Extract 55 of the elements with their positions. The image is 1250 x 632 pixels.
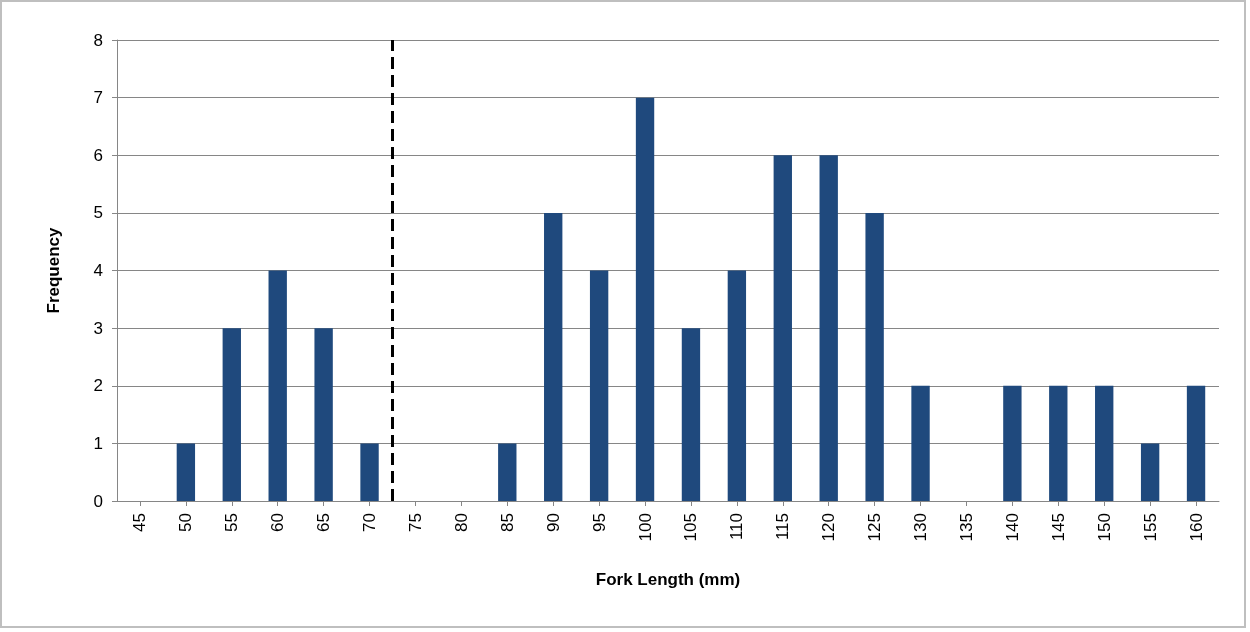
y-tick-label: 2 <box>93 376 103 396</box>
bar <box>360 443 379 501</box>
bar <box>1003 385 1022 501</box>
bar <box>498 443 517 501</box>
bar <box>819 155 838 501</box>
y-tick-label: 0 <box>93 491 103 511</box>
x-tick-label: 105 <box>681 513 701 542</box>
y-tick-label: 7 <box>93 88 103 108</box>
bar <box>176 443 196 501</box>
bar <box>727 270 747 501</box>
bar <box>268 270 287 501</box>
x-tick-label: 150 <box>1094 513 1114 542</box>
x-tick-label: 65 <box>314 513 334 532</box>
x-tick-label: 135 <box>956 513 976 542</box>
bar <box>222 328 241 501</box>
x-tick-label: 90 <box>543 513 563 532</box>
x-tick-label: 115 <box>773 513 793 541</box>
x-tick-label: 145 <box>1048 513 1068 542</box>
x-tick-label: 160 <box>1186 513 1206 542</box>
bar <box>865 212 884 501</box>
x-tick-label: 70 <box>360 513 380 532</box>
x-tick-label: 80 <box>451 513 471 532</box>
bar <box>589 270 609 501</box>
x-tick-label: 55 <box>222 513 242 532</box>
x-tick-label: 75 <box>405 513 425 532</box>
bar <box>635 97 655 501</box>
bar <box>1095 385 1114 501</box>
x-tick-label: 95 <box>589 513 609 532</box>
bar <box>544 212 563 501</box>
x-axis-title: Fork Length (mm) <box>595 570 741 589</box>
x-tick-label: 45 <box>130 513 150 532</box>
x-tick-label: 120 <box>819 513 839 542</box>
x-tick-label: 130 <box>911 513 931 542</box>
y-tick-label: 1 <box>93 433 103 453</box>
x-tick-label: 60 <box>268 513 288 532</box>
bar <box>314 328 333 501</box>
bar <box>681 328 701 501</box>
x-tick-label: 125 <box>865 513 885 542</box>
y-tick-label: 5 <box>93 203 103 223</box>
x-tick-label: 85 <box>497 513 517 532</box>
bar <box>1140 443 1160 501</box>
y-tick-label: 8 <box>93 30 103 50</box>
x-tick-label: 50 <box>176 513 196 532</box>
y-tick-label: 3 <box>93 318 103 338</box>
bar <box>911 385 930 501</box>
x-tick-label: 140 <box>1002 513 1022 542</box>
x-tick-label: 110 <box>727 513 747 541</box>
x-tick-label: 155 <box>1140 513 1160 542</box>
y-tick-label: 4 <box>93 261 103 280</box>
y-tick-label: 6 <box>93 145 103 165</box>
bar <box>1049 385 1068 501</box>
y-axis-title: Frequency <box>44 226 63 314</box>
bar <box>1186 385 1206 501</box>
x-tick-label: 100 <box>635 513 655 542</box>
bar <box>773 155 792 501</box>
